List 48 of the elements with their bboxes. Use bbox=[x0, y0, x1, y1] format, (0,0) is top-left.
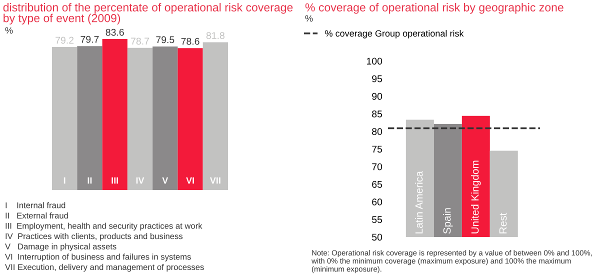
x-tick-label: II bbox=[88, 177, 92, 184]
y-tick-label: 80 bbox=[372, 128, 382, 136]
bar bbox=[102, 39, 128, 190]
y-tick-label: 50 bbox=[372, 234, 382, 241]
data-label: 78.7 bbox=[131, 38, 149, 45]
text: V Damage in physical assets bbox=[5, 243, 116, 252]
x-tick-label: Spain bbox=[443, 208, 453, 234]
y-tick-label: 95 bbox=[372, 75, 382, 82]
data-label: 83.6 bbox=[106, 28, 124, 36]
x-tick-label: United Kingdom bbox=[471, 160, 481, 234]
bar bbox=[152, 46, 178, 190]
y-axis-title: % bbox=[305, 15, 313, 22]
y-tick-label: 100 bbox=[366, 58, 382, 65]
text: III Employment, health and security practices at work bbox=[6, 222, 202, 230]
text: IV Practices with clients, products and business bbox=[6, 233, 183, 241]
legend-label: % coverage Group operational risk bbox=[325, 30, 464, 38]
x-tick-label: V bbox=[162, 177, 168, 184]
bar bbox=[202, 42, 228, 190]
bar bbox=[178, 48, 203, 190]
text: I Internal fraud bbox=[6, 202, 66, 208]
y-tick-label: 65 bbox=[372, 180, 382, 188]
y-axis-title: % bbox=[5, 27, 13, 34]
x-tick-label: I bbox=[64, 177, 66, 184]
x-tick-label: III bbox=[112, 177, 118, 184]
x-tick-label: Rest bbox=[499, 212, 507, 234]
x-tick-label: Latin America bbox=[415, 171, 423, 234]
data-label: 81.8 bbox=[206, 32, 224, 39]
x-tick-label: VI bbox=[186, 177, 194, 184]
y-tick-label: 60 bbox=[372, 198, 382, 206]
y-tick-label: 70 bbox=[372, 163, 382, 170]
text: II External fraud bbox=[6, 212, 68, 219]
data-label: 79.7 bbox=[80, 36, 99, 43]
data-label: 78.6 bbox=[181, 38, 200, 45]
bar bbox=[127, 48, 153, 190]
text: VII Execution, delivery and management of processes bbox=[5, 264, 204, 272]
y-tick-label: 90 bbox=[372, 92, 382, 100]
y-tick-label: 85 bbox=[372, 110, 382, 118]
text: VI Interruption of business and failures in systems bbox=[5, 254, 191, 262]
chart-title: % coverage of operational risk by geographic zone bbox=[305, 3, 564, 14]
chart-title: distribution of the percentate of operational risk coverage by type of event (2009) bbox=[3, 3, 293, 24]
x-tick-label: IV bbox=[136, 177, 144, 184]
bar bbox=[77, 46, 102, 190]
y-tick-label: 55 bbox=[372, 216, 382, 224]
data-label: 79.2 bbox=[56, 36, 74, 44]
bar bbox=[52, 47, 78, 190]
data-label: 79.5 bbox=[156, 36, 174, 44]
y-tick-label: 75 bbox=[372, 146, 382, 153]
x-tick-label: VII bbox=[210, 177, 220, 184]
